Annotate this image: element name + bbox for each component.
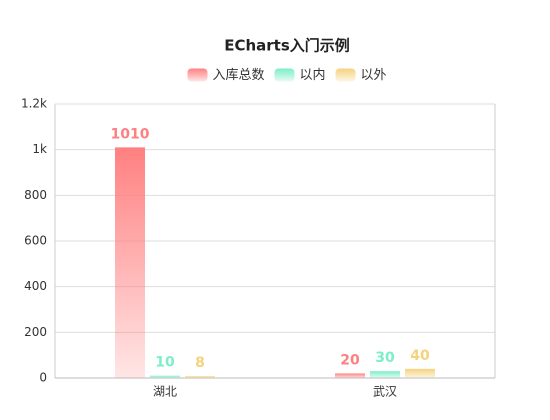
- x-tick-label: 武汉: [373, 385, 397, 399]
- data-label: 40: [410, 348, 430, 364]
- bar: [150, 375, 180, 378]
- bar: [115, 147, 145, 378]
- data-label: 8: [195, 355, 205, 371]
- legend-label: 以外: [361, 68, 387, 83]
- legend-swatch: [187, 68, 208, 82]
- y-tick-label: 1.2k: [21, 97, 47, 111]
- y-tick-label: 600: [24, 234, 47, 248]
- bar: [185, 376, 215, 378]
- bar: [335, 373, 365, 378]
- data-label: 1010: [111, 126, 150, 142]
- chart-title: ECharts入门示例: [224, 37, 350, 55]
- y-tick-label: 400: [24, 279, 47, 293]
- y-tick-label: 0: [39, 371, 47, 385]
- y-tick-label: 200: [24, 325, 47, 339]
- bar: [370, 371, 400, 378]
- legend-label: 以内: [299, 67, 325, 83]
- data-label: 20: [340, 352, 360, 368]
- legend-swatch: [335, 68, 356, 82]
- data-label: 10: [155, 355, 175, 371]
- data-label: 30: [375, 350, 395, 366]
- bar: [405, 368, 435, 378]
- x-tick-label: 湖北: [153, 384, 177, 399]
- y-tick-label: 800: [24, 188, 47, 202]
- y-tick-label: 1k: [32, 142, 47, 156]
- legend-label: 入库总数: [212, 67, 264, 83]
- legend-swatch: [274, 68, 295, 82]
